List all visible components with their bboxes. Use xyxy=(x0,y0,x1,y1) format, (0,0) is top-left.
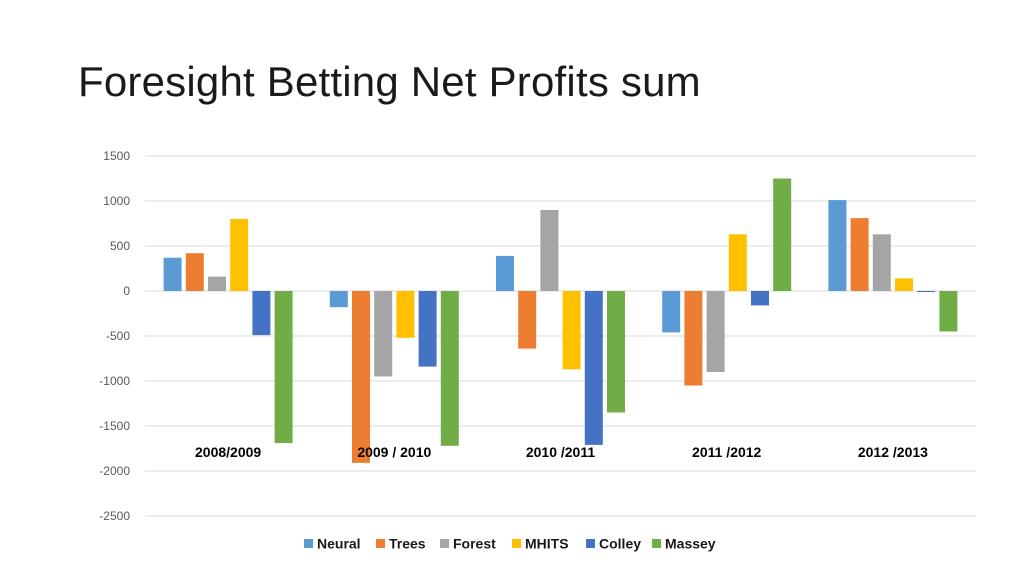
page-title: Foresight Betting Net Profits sum xyxy=(78,58,701,105)
y-tick-label: -1500 xyxy=(99,419,130,433)
bar-neural-3 xyxy=(662,291,681,333)
bar-trees-2 xyxy=(518,291,537,349)
bar-forest-0 xyxy=(208,276,226,291)
category-labels: 2008/2009 2009 / 2010 2010 /2011 2011 /2012… xyxy=(195,444,928,460)
legend-swatch-neural xyxy=(304,539,313,548)
bar-massey-2 xyxy=(607,291,625,413)
legend-swatch-massey xyxy=(652,539,661,548)
bar-massey-4 xyxy=(939,291,958,332)
bar-colley-1 xyxy=(418,291,437,367)
bar-neural-1 xyxy=(329,291,348,308)
bar-massey-0 xyxy=(274,291,293,444)
legend-label-colley: Colley xyxy=(599,536,641,552)
bar-mhits-3 xyxy=(728,234,747,291)
bar-colley-0 xyxy=(252,291,271,336)
bar-trees-3 xyxy=(684,291,703,386)
gridlines xyxy=(145,155,976,517)
legend-swatch-trees xyxy=(376,539,385,548)
bar-mhits-0 xyxy=(230,219,249,291)
bar-colley-3 xyxy=(751,291,769,306)
y-tick-label: -2500 xyxy=(99,509,130,523)
bars xyxy=(163,178,958,463)
bar-neural-2 xyxy=(496,255,514,291)
category-label: 2009 / 2010 xyxy=(357,444,431,460)
bar-trees-1 xyxy=(352,291,370,463)
legend-label-trees: Trees xyxy=(389,536,426,552)
bar-trees-0 xyxy=(185,253,204,291)
bar-colley-2 xyxy=(584,291,603,445)
bar-mhits-4 xyxy=(895,278,913,291)
bar-massey-3 xyxy=(773,178,792,291)
y-tick-label: -1000 xyxy=(99,374,130,388)
bar-mhits-2 xyxy=(562,291,581,370)
y-tick-label: 1000 xyxy=(103,194,130,208)
y-tick-label: 1500 xyxy=(103,149,130,163)
bar-massey-1 xyxy=(440,291,459,446)
legend-swatch-mhits xyxy=(512,539,521,548)
y-axis: 1500 1000 500 0 -500 -1000 -1500 -2000 -2500 xyxy=(99,149,130,523)
bar-neural-4 xyxy=(828,200,847,291)
bar-colley-4 xyxy=(917,291,936,292)
bar-trees-4 xyxy=(850,218,869,291)
legend-swatch-colley xyxy=(586,539,595,548)
legend-label-neural: Neural xyxy=(317,536,361,552)
bar-forest-4 xyxy=(872,234,891,291)
bar-forest-2 xyxy=(540,210,559,291)
bar-neural-0 xyxy=(163,257,182,291)
legend-label-mhits: MHITS xyxy=(525,536,569,552)
bar-forest-1 xyxy=(374,291,393,377)
legend: Neural Trees Forest MHITS Colley Massey xyxy=(304,536,716,552)
y-tick-label: 0 xyxy=(123,284,130,298)
category-label: 2011 /2012 xyxy=(692,444,762,460)
legend-swatch-forest xyxy=(440,539,449,548)
category-label: 2012 /2013 xyxy=(858,444,928,460)
bar-forest-3 xyxy=(706,291,725,372)
legend-label-forest: Forest xyxy=(453,536,496,552)
y-tick-label: -2000 xyxy=(99,464,130,478)
bar-mhits-1 xyxy=(396,291,415,338)
legend-label-massey: Massey xyxy=(665,536,716,552)
y-tick-label: 500 xyxy=(110,239,130,253)
category-label: 2010 /2011 xyxy=(526,444,596,460)
y-tick-label: -500 xyxy=(106,329,130,343)
category-label: 2008/2009 xyxy=(195,444,261,460)
